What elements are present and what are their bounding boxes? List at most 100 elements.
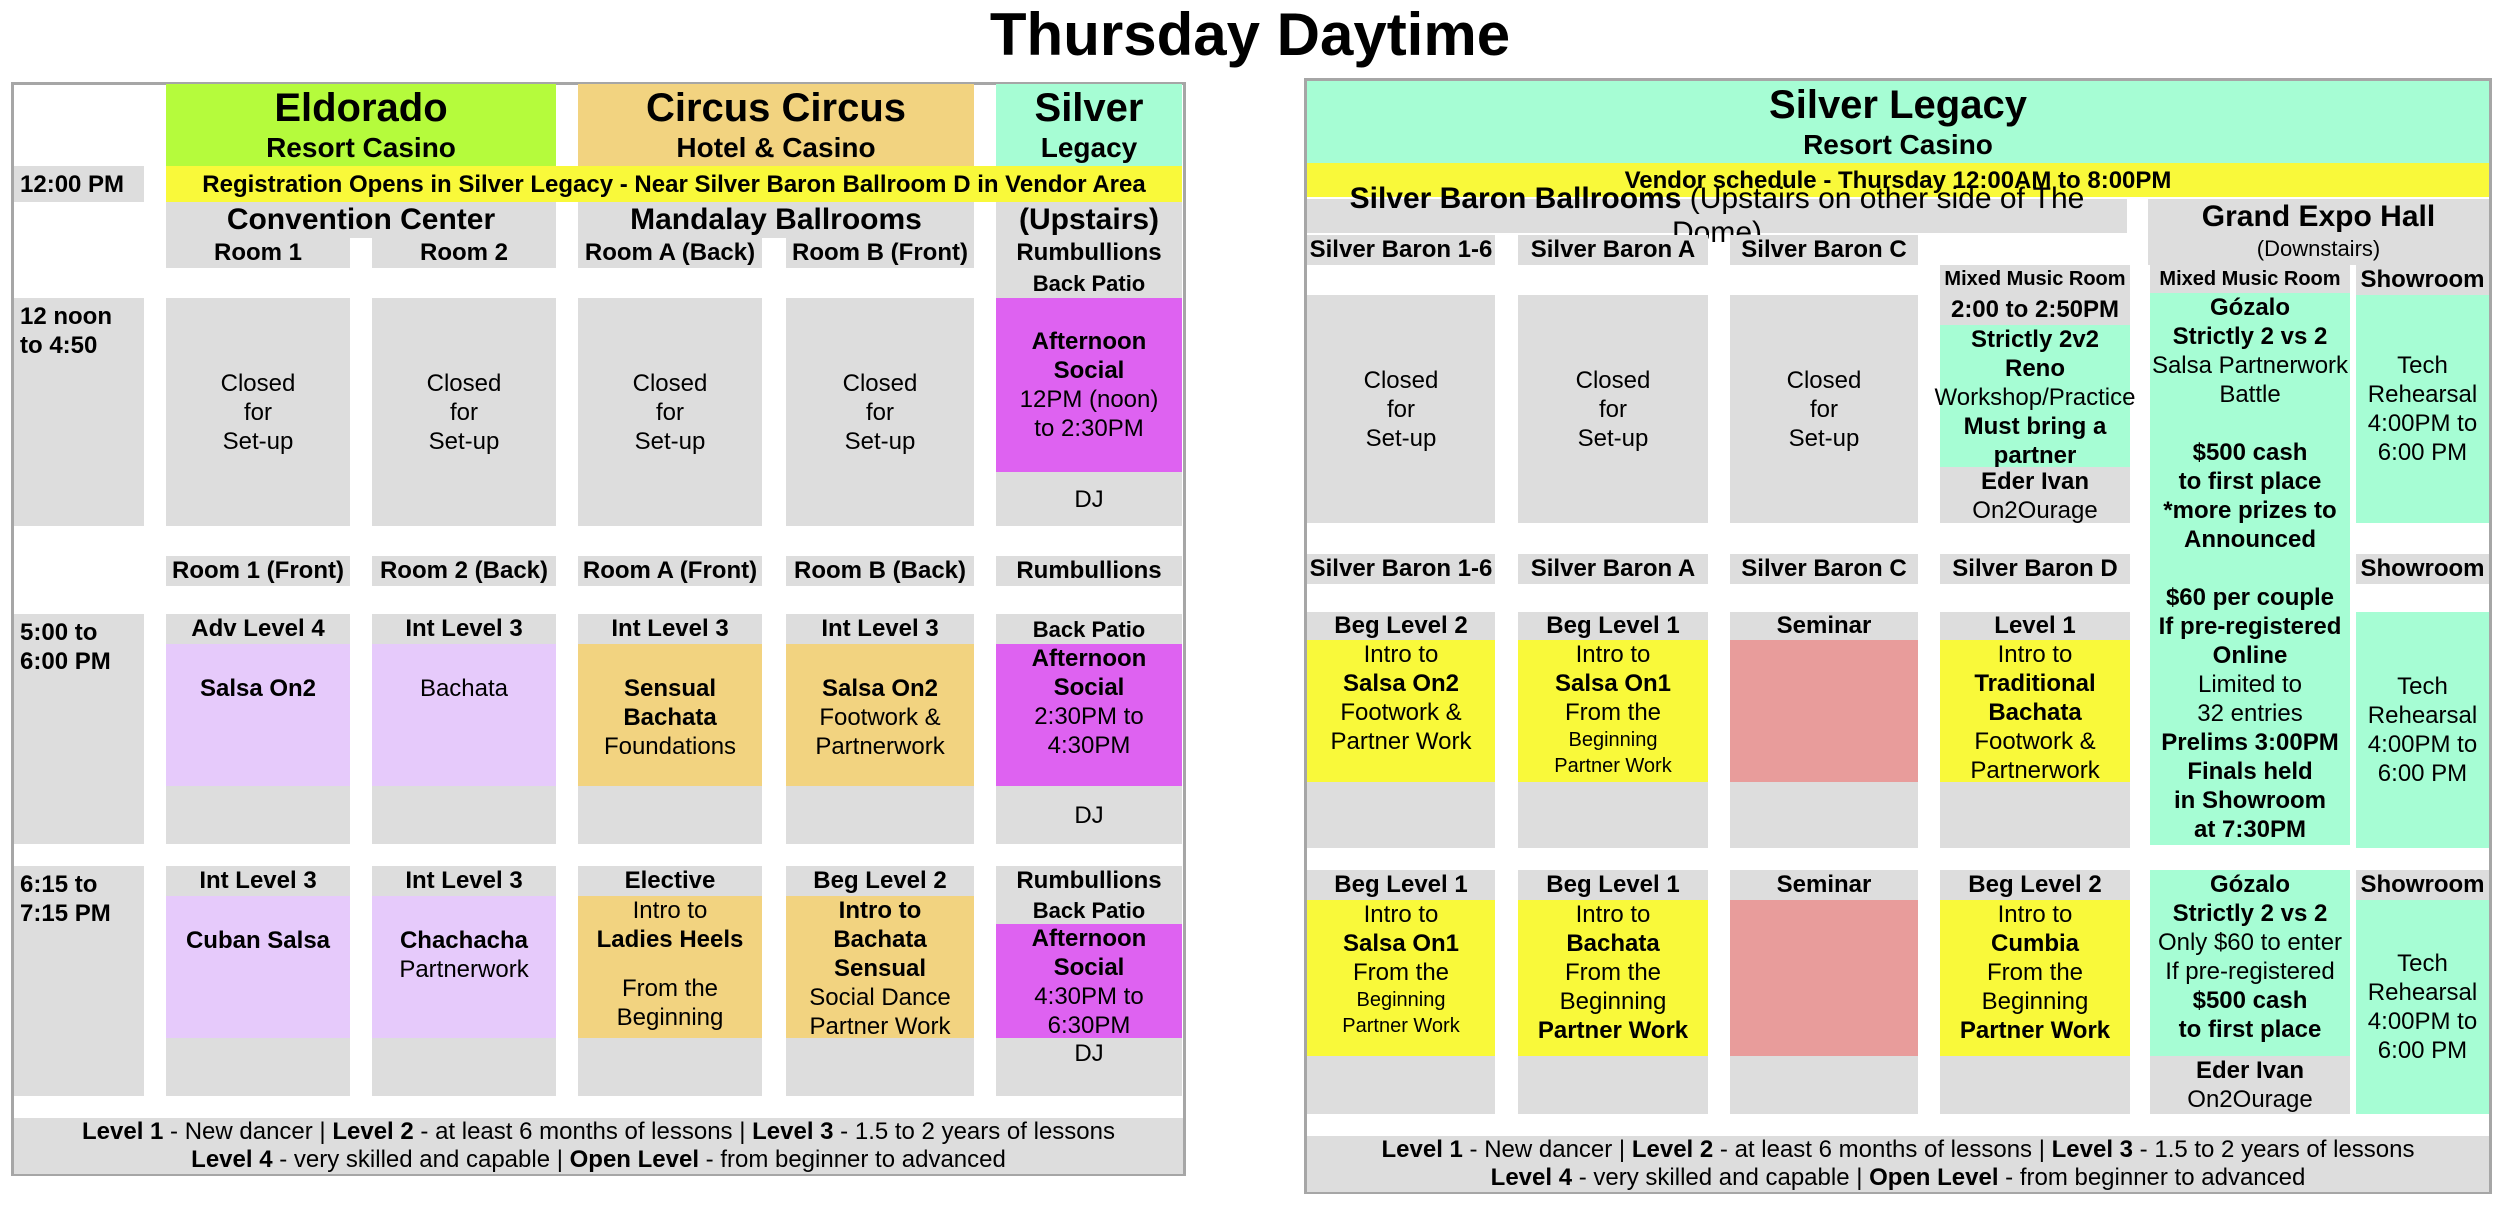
legend-line-1: Level 1 - New dancer | Level 2 - at leas…: [1381, 1136, 2414, 1164]
circus-sub: Hotel & Casino: [676, 131, 875, 165]
social-line: 6:30PM: [1048, 1011, 1131, 1040]
class-line: Footwork &: [819, 703, 940, 732]
convention-center-label: Convention Center: [166, 202, 556, 238]
page-title: Thursday Daytime: [0, 0, 2500, 70]
class-line: Footwork &: [1974, 727, 2095, 756]
closed-line: for: [866, 398, 894, 427]
class-line: Foundations: [604, 732, 736, 761]
class-line: Intro to: [839, 896, 922, 925]
class-line: From the: [1987, 958, 2083, 987]
class-line: Intro to: [633, 896, 708, 925]
gozalo-line: to first place: [2179, 467, 2322, 496]
back-patio-label: Back Patio: [996, 614, 1182, 644]
area-label: Mandalay Ballrooms: [630, 203, 922, 237]
level-label: Elective: [578, 866, 762, 896]
legend-term: Level 2: [1632, 1136, 1713, 1163]
cell-spacer: [372, 786, 556, 844]
class-line: Beginning: [1569, 727, 1658, 753]
class-line: Cuban Salsa: [186, 926, 330, 955]
legend-term: Level 4: [191, 1146, 272, 1173]
closed-line: for: [656, 398, 684, 427]
afternoon-social-1: Afternoon Social 12PM (noon) to 2:30PM: [996, 298, 1182, 472]
class-line: Bachata: [1988, 698, 2081, 727]
closed-line: Set-up: [845, 427, 916, 456]
dj-label: DJ: [996, 1038, 1182, 1068]
class-line: Salsa On1: [1343, 929, 1459, 958]
mixed-music-label: Mixed Music Room: [1940, 265, 2130, 293]
time-line: 5:00 to: [20, 618, 138, 647]
social-line: 4:30PM: [1048, 731, 1131, 760]
closed-cell: Closed for Set-up: [578, 298, 762, 526]
class-line: Sensual: [834, 954, 926, 983]
right-venue-name: Silver Legacy: [1769, 83, 2027, 128]
tech-line: Tech: [2397, 672, 2448, 701]
closed-cell: Closed for Set-up: [372, 298, 556, 526]
class-line: Partner Work: [1538, 1016, 1688, 1045]
legend-term: Level 3: [2052, 1136, 2133, 1163]
closed-line: Set-up: [1578, 424, 1649, 453]
room-header: Silver Baron 1-6: [1307, 235, 1495, 265]
legend-desc: - very skilled and capable |: [273, 1146, 570, 1173]
class-line: Cumbia: [1991, 929, 2079, 958]
class-line: Partnerwork: [399, 955, 528, 984]
closed-cell: Closed for Set-up: [166, 298, 350, 526]
workshop-line: Workshop/Practice: [1935, 383, 2136, 412]
social-line: 2:30PM to: [1034, 702, 1143, 731]
gozalo-line: Strictly 2 vs 2: [2173, 322, 2328, 351]
legend-term: Open Level: [570, 1146, 699, 1173]
time-line: to 4:50: [20, 331, 138, 360]
class-intro-salsa-on1: Intro to Salsa On1 From the Beginning Partne…: [1518, 640, 1708, 782]
cell-spacer: [166, 786, 350, 844]
gozalo-finals: Gózalo Strictly 2 vs 2 Only $60 to enter If…: [2150, 870, 2350, 1056]
workshop-line: Must bring a: [1964, 412, 2107, 441]
time-noon: 12 noon to 4:50: [14, 298, 144, 526]
seminar-cell: [1730, 640, 1918, 782]
class-line: Traditional: [1974, 669, 2095, 698]
social-line: Social: [1054, 953, 1125, 982]
left-level-legend: Level 1 - New dancer | Level 2 - at leas…: [14, 1118, 1183, 1174]
tech-line: 4:00PM to: [2368, 1007, 2477, 1036]
room-header: Silver Baron 1-6: [1307, 554, 1495, 584]
class-line: Intro to: [1364, 900, 1439, 929]
closed-cell: Closed for Set-up: [1518, 295, 1708, 523]
closed-line: Set-up: [223, 427, 294, 456]
class-line: Beginning: [1560, 987, 1667, 1016]
class-intro-bachata: Intro to Bachata From the Beginning Partner …: [1518, 900, 1708, 1056]
class-line: From the: [622, 974, 718, 1003]
legend-term: Level 1: [1381, 1136, 1462, 1163]
closed-line: for: [244, 398, 272, 427]
expo-name: Grand Expo Hall: [2202, 199, 2435, 235]
class-salsa-on2: Salsa On2: [166, 644, 350, 786]
class-line: Chachacha: [400, 926, 528, 955]
level-label: Seminar: [1730, 612, 1918, 640]
level-label: Seminar: [1730, 870, 1918, 900]
closed-line: Closed: [1787, 366, 1862, 395]
social-line: Social: [1054, 673, 1125, 702]
eldorado-name: Eldorado: [274, 86, 447, 131]
level-label: Beg Level 1: [1518, 612, 1708, 640]
gozalo-line: Strictly 2 vs 2: [2173, 899, 2328, 928]
dj-label: DJ: [996, 472, 1182, 526]
closed-line: Set-up: [1789, 424, 1860, 453]
tech-rehearsal: Tech Rehearsal 4:00PM to 6:00 PM: [2356, 295, 2489, 523]
class-line: Partner Work: [1331, 727, 1472, 756]
social-line: 4:30PM to: [1034, 982, 1143, 1011]
seminar-cell: [1730, 900, 1918, 1056]
closed-cell: Closed for Set-up: [786, 298, 974, 526]
gozalo-line: $500 cash: [2193, 986, 2308, 1015]
class-line: Intro to: [1364, 640, 1439, 669]
legend-desc: - at least 6 months of lessons |: [414, 1118, 752, 1145]
legend-line-2: Level 4 - very skilled and capable | Ope…: [1491, 1164, 2306, 1192]
circus-header: Circus Circus Hotel & Casino: [578, 84, 974, 166]
level-label: Beg Level 2: [1307, 612, 1495, 640]
class-line: Partnerwork: [1970, 756, 2099, 785]
workshop-strictly-2v2: Strictly 2v2 Reno Workshop/Practice Must br…: [1940, 325, 2130, 467]
level-label: Int Level 3: [372, 866, 556, 896]
circus-name: Circus Circus: [646, 86, 906, 131]
time-5pm: 5:00 to 6:00 PM: [14, 614, 144, 844]
legend-line-2: Level 4 - very skilled and capable | Ope…: [191, 1146, 1006, 1174]
class-salsa-on2-footwork: Salsa On2 Footwork & Partnerwork: [786, 644, 974, 786]
class-traditional-bachata: Intro to Traditional Bachata Footwork & Part…: [1940, 640, 2130, 782]
legend-term: Open Level: [1869, 1164, 1998, 1191]
cell-spacer: [1730, 1056, 1918, 1114]
